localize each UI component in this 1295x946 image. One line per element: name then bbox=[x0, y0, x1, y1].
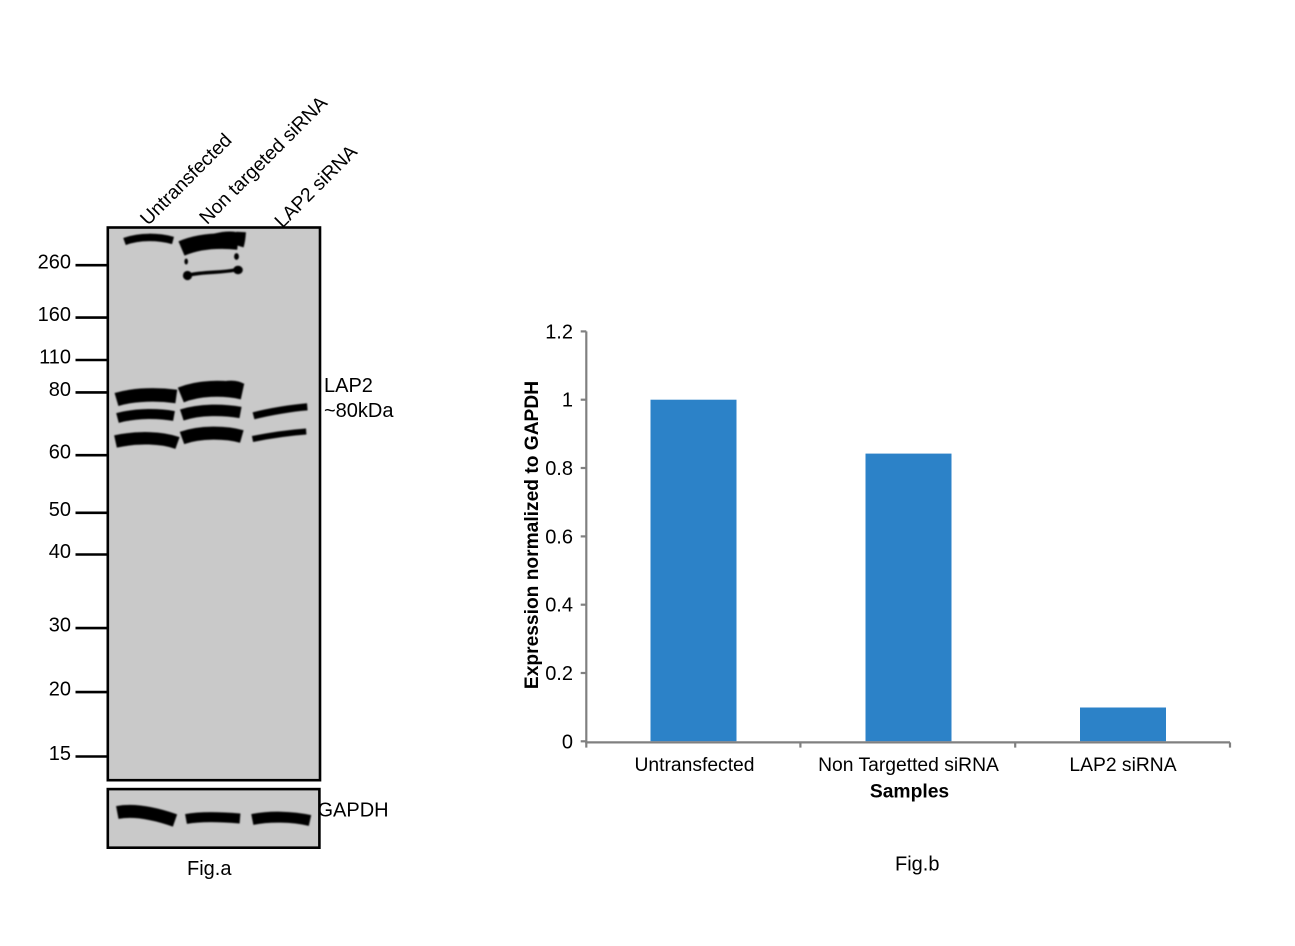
svg-text:50: 50 bbox=[49, 499, 71, 521]
svg-text:0.4: 0.4 bbox=[545, 595, 573, 617]
svg-text:0: 0 bbox=[562, 731, 573, 753]
svg-text:LAP2 siRNA: LAP2 siRNA bbox=[1069, 755, 1176, 776]
svg-text:20: 20 bbox=[49, 679, 71, 701]
svg-text:110: 110 bbox=[39, 346, 71, 368]
svg-text:260: 260 bbox=[38, 252, 71, 274]
svg-text:0.8: 0.8 bbox=[545, 458, 573, 480]
svg-text:0.6: 0.6 bbox=[545, 526, 573, 548]
svg-text:Expression normalized to GAPDH: Expression normalized to GAPDH bbox=[522, 381, 543, 689]
svg-text:60: 60 bbox=[49, 442, 71, 464]
svg-text:0.2: 0.2 bbox=[545, 663, 573, 685]
svg-text:15: 15 bbox=[49, 743, 71, 765]
svg-text:Fig.b: Fig.b bbox=[895, 854, 939, 876]
svg-text:1: 1 bbox=[562, 390, 573, 412]
svg-text:1.2: 1.2 bbox=[545, 321, 573, 343]
svg-text:30: 30 bbox=[49, 615, 71, 637]
svg-text:LAP2: LAP2 bbox=[324, 375, 373, 397]
svg-text:Untransfected: Untransfected bbox=[634, 755, 754, 776]
svg-text:160: 160 bbox=[38, 304, 71, 326]
svg-text:GAPDH: GAPDH bbox=[318, 800, 389, 822]
svg-text:Fig.a: Fig.a bbox=[187, 858, 232, 880]
svg-text:40: 40 bbox=[49, 541, 71, 563]
svg-text:80: 80 bbox=[49, 379, 71, 401]
svg-text:LAP2 siRNA: LAP2 siRNA bbox=[271, 142, 362, 233]
svg-text:Samples: Samples bbox=[870, 782, 949, 803]
svg-text:~80kDa: ~80kDa bbox=[324, 400, 394, 422]
svg-text:Non Targetted siRNA: Non Targetted siRNA bbox=[818, 755, 999, 776]
